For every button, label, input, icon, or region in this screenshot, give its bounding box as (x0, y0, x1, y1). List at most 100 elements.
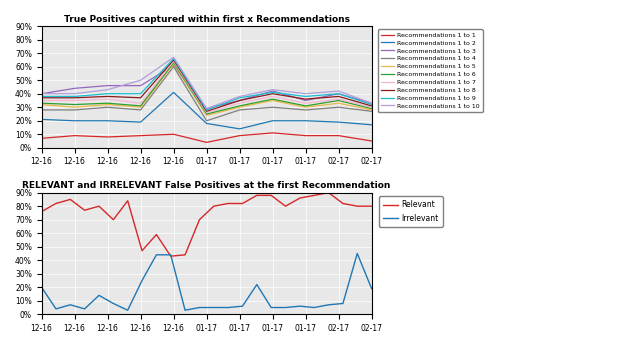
Irrelevant (210, 306, 218, 310)
Recommendations 1 to 4 (71, 108, 79, 112)
Title: True Positives captured within first x Recommendations: True Positives captured within first x R… (63, 15, 349, 24)
Line: Recommendations 1 to 6: Recommendations 1 to 6 (42, 63, 372, 114)
Recommendations 1 to 1 (368, 139, 376, 143)
Recommendations 1 to 4 (203, 119, 211, 123)
Recommendations 1 to 10 (38, 92, 45, 96)
Relevant (38, 209, 45, 214)
Irrelevant (268, 306, 275, 310)
Recommendations 1 to 5 (203, 113, 211, 117)
Irrelevant (324, 303, 332, 307)
Recommendations 1 to 10 (170, 55, 177, 59)
Recommendations 1 to 2 (269, 119, 276, 123)
Recommendations 1 to 1 (137, 134, 145, 138)
Recommendations 1 to 9 (104, 92, 111, 96)
Irrelevant (81, 307, 88, 311)
Recommendations 1 to 7 (302, 101, 310, 105)
Recommendations 1 to 6 (137, 104, 145, 108)
Relevant (181, 253, 189, 257)
Recommendations 1 to 4 (335, 105, 342, 109)
Irrelevant (239, 304, 246, 308)
Recommendations 1 to 7 (335, 97, 342, 101)
Irrelevant (124, 308, 132, 312)
Recommendations 1 to 9 (71, 94, 79, 98)
Relevant (253, 193, 260, 197)
Recommendations 1 to 5 (236, 105, 243, 109)
Recommendations 1 to 8 (137, 96, 145, 100)
Recommendations 1 to 4 (170, 65, 177, 69)
Line: Recommendations 1 to 1: Recommendations 1 to 1 (42, 133, 372, 142)
Line: Relevant: Relevant (42, 193, 372, 256)
Line: Recommendations 1 to 9: Recommendations 1 to 9 (42, 58, 372, 110)
Recommendations 1 to 2 (203, 121, 211, 126)
Line: Irrelevant: Irrelevant (42, 253, 372, 310)
Recommendations 1 to 10 (137, 78, 145, 82)
Recommendations 1 to 7 (236, 101, 243, 105)
Irrelevant (109, 301, 117, 306)
Recommendations 1 to 1 (170, 132, 177, 136)
Recommendations 1 to 5 (38, 102, 45, 106)
Recommendations 1 to 1 (104, 135, 111, 139)
Recommendations 1 to 7 (203, 111, 211, 115)
Recommendations 1 to 3 (137, 84, 145, 88)
Recommendations 1 to 2 (104, 119, 111, 123)
Irrelevant (38, 285, 45, 289)
Recommendations 1 to 2 (137, 120, 145, 124)
Recommendations 1 to 4 (302, 108, 310, 112)
Recommendations 1 to 1 (269, 131, 276, 135)
Recommendations 1 to 5 (269, 98, 276, 103)
Line: Recommendations 1 to 8: Recommendations 1 to 8 (42, 60, 372, 111)
Relevant (167, 254, 175, 258)
Recommendations 1 to 4 (368, 109, 376, 113)
Recommendations 1 to 10 (302, 92, 310, 96)
Relevant (138, 249, 146, 253)
Recommendations 1 to 5 (170, 62, 177, 66)
Recommendations 1 to 3 (170, 63, 177, 68)
Irrelevant (138, 278, 146, 283)
Recommendations 1 to 8 (269, 92, 276, 96)
Recommendations 1 to 7 (71, 98, 79, 103)
Recommendations 1 to 3 (38, 92, 45, 96)
Relevant (324, 191, 332, 195)
Irrelevant (152, 253, 160, 257)
Recommendations 1 to 6 (302, 104, 310, 108)
Recommendations 1 to 3 (71, 86, 79, 90)
Recommendations 1 to 10 (104, 88, 111, 92)
Recommendations 1 to 10 (335, 89, 342, 93)
Recommendations 1 to 7 (368, 105, 376, 109)
Recommendations 1 to 7 (38, 98, 45, 103)
Recommendations 1 to 9 (203, 108, 211, 112)
Irrelevant (296, 304, 304, 308)
Recommendations 1 to 5 (368, 108, 376, 112)
Recommendations 1 to 8 (104, 94, 111, 98)
Irrelevant (282, 306, 289, 310)
Irrelevant (181, 308, 189, 312)
Recommendations 1 to 1 (203, 140, 211, 144)
Recommendations 1 to 10 (71, 92, 79, 96)
Recommendations 1 to 2 (71, 119, 79, 123)
Recommendations 1 to 10 (368, 101, 376, 105)
Irrelevant (253, 283, 260, 287)
Recommendations 1 to 3 (203, 106, 211, 111)
Recommendations 1 to 8 (236, 98, 243, 103)
Recommendations 1 to 6 (203, 112, 211, 116)
Recommendations 1 to 2 (368, 123, 376, 127)
Recommendations 1 to 3 (368, 101, 376, 105)
Relevant (152, 232, 160, 237)
Relevant (95, 204, 103, 208)
Recommendations 1 to 9 (137, 92, 145, 96)
Recommendations 1 to 2 (302, 119, 310, 123)
Recommendations 1 to 7 (104, 97, 111, 101)
Recommendations 1 to 9 (368, 102, 376, 106)
Irrelevant (339, 301, 347, 306)
Irrelevant (196, 306, 204, 310)
Legend: Relevant, Irrelevant: Relevant, Irrelevant (379, 197, 443, 227)
Recommendations 1 to 2 (335, 120, 342, 124)
Recommendations 1 to 4 (104, 105, 111, 109)
Recommendations 1 to 6 (368, 106, 376, 111)
Recommendations 1 to 4 (269, 105, 276, 109)
Relevant (339, 201, 347, 206)
Legend: Recommendations 1 to 1, Recommendations 1 to 2, Recommendations 1 to 3, Recommen: Recommendations 1 to 1, Recommendations … (378, 29, 483, 112)
Relevant (81, 208, 88, 212)
Recommendations 1 to 8 (368, 104, 376, 108)
Line: Recommendations 1 to 2: Recommendations 1 to 2 (42, 92, 372, 129)
